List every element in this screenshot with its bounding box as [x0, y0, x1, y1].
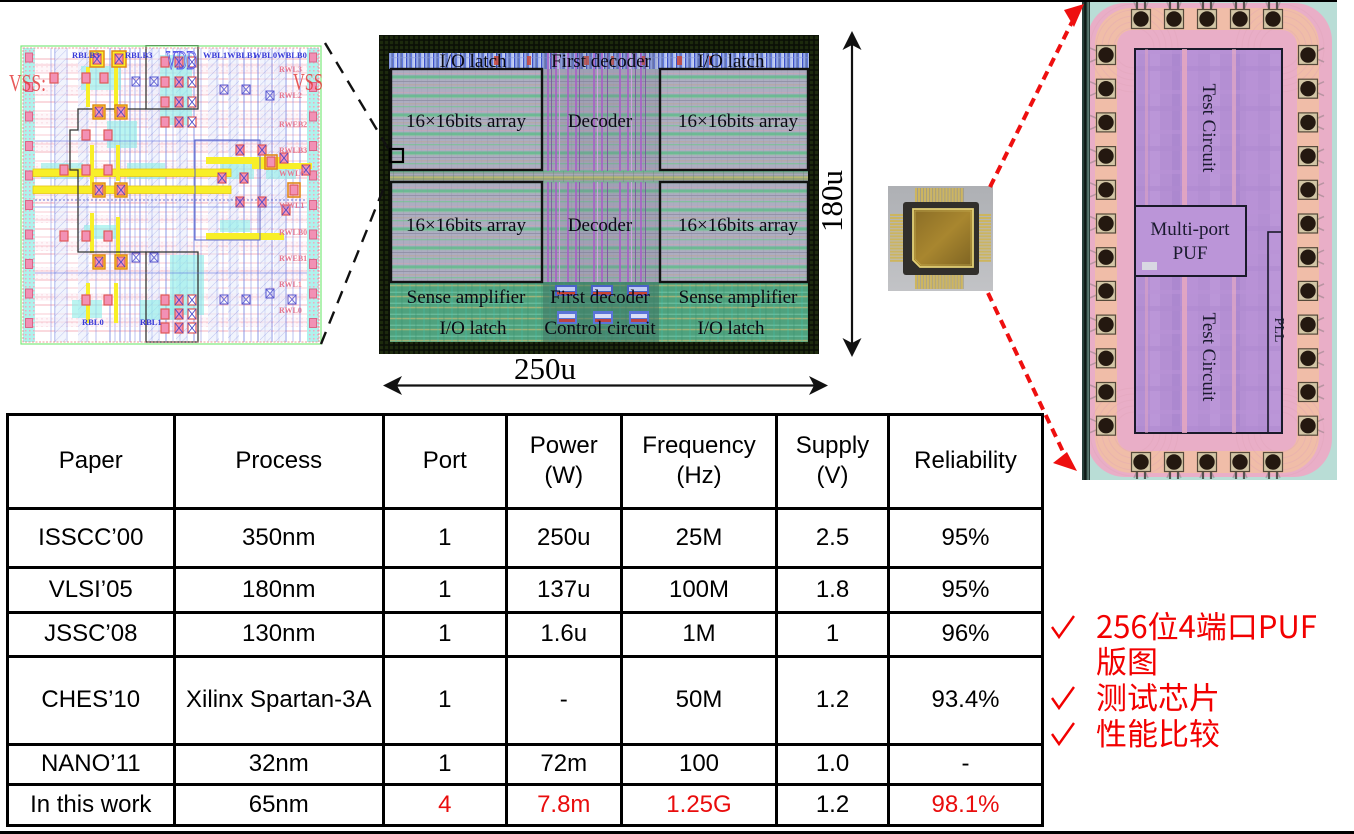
svg-text:RWLB3: RWLB3 — [279, 146, 307, 155]
svg-text:RWL2: RWL2 — [279, 91, 302, 100]
svg-text:RWLB0: RWLB0 — [279, 228, 307, 237]
svg-text:RBLB3: RBLB3 — [125, 50, 152, 60]
svg-text:PUF: PUF — [1173, 243, 1208, 264]
svg-text:16×16bits array: 16×16bits array — [678, 215, 798, 236]
svg-text:I/O latch: I/O latch — [697, 318, 765, 339]
svg-text:Sense amplifier: Sense amplifier — [679, 287, 798, 308]
svg-text:WWL1: WWL1 — [279, 201, 304, 210]
svg-text:16×16bits array: 16×16bits array — [406, 215, 526, 236]
svg-text:RWL1: RWL1 — [279, 280, 302, 289]
svg-text:RBL1: RBL1 — [140, 317, 162, 327]
svg-text:Sense amplifier: Sense amplifier — [407, 287, 526, 308]
svg-text:First decoder: First decoder — [550, 287, 650, 308]
svg-text:16×16bits array: 16×16bits array — [406, 111, 526, 132]
svg-text:RBLB3: RBLB3 — [72, 50, 99, 60]
svg-text:VDD: VDD — [166, 46, 197, 75]
svg-text:RWEB2: RWEB2 — [279, 120, 307, 129]
svg-text:RWL3: RWL3 — [279, 65, 302, 74]
svg-text:Decoder: Decoder — [568, 215, 633, 236]
svg-text:180u: 180u — [814, 170, 849, 232]
svg-text:Test Circuit: Test Circuit — [1198, 313, 1219, 403]
svg-text:I/O latch: I/O latch — [439, 318, 507, 339]
svg-text:WBL1WBLB1: WBL1WBLB1 — [203, 50, 257, 60]
svg-text:I/O latch: I/O latch — [697, 51, 765, 72]
svg-text:VSS: VSS — [293, 70, 323, 96]
svg-text:250u: 250u — [514, 351, 576, 386]
svg-text:Decoder: Decoder — [568, 111, 633, 132]
svg-text:PLL: PLL — [1271, 318, 1286, 343]
svg-text:Multi-port: Multi-port — [1150, 219, 1230, 240]
svg-text:WWL0: WWL0 — [279, 169, 304, 178]
svg-text:WBL0WBLB0: WBL0WBLB0 — [253, 50, 307, 60]
svg-text:16×16bits array: 16×16bits array — [678, 111, 798, 132]
svg-text:Control circuit: Control circuit — [544, 318, 656, 339]
svg-text:RBL0: RBL0 — [82, 317, 104, 327]
svg-text:RWEB1: RWEB1 — [279, 254, 307, 263]
svg-text:RWL0: RWL0 — [279, 306, 302, 315]
svg-text:First decoder: First decoder — [551, 51, 651, 72]
svg-text:Test Circuit: Test Circuit — [1198, 84, 1219, 174]
svg-text:VSS:: VSS: — [9, 71, 46, 97]
svg-text:I/O latch: I/O latch — [439, 51, 507, 72]
